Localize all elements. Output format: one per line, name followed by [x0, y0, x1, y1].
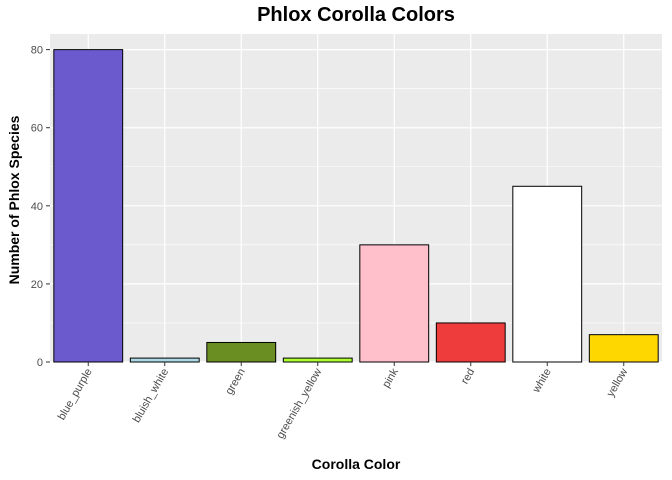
- y-tick-label: 80: [31, 45, 43, 57]
- x-tick-label: white: [530, 367, 554, 396]
- chart-title: Phlox Corolla Colors: [257, 4, 455, 26]
- y-tick-label: 40: [31, 201, 43, 213]
- y-tick-label: 60: [31, 123, 43, 135]
- x-tick-label: yellow: [605, 366, 631, 399]
- x-tick-label: bluish_white: [131, 367, 172, 425]
- bar-yellow: [588, 334, 659, 363]
- x-tick-label: greenish_yellow: [275, 366, 325, 440]
- bar-white: [512, 185, 583, 363]
- x-tick-label: red: [459, 367, 477, 387]
- x-tick-label: green: [223, 367, 247, 397]
- bar-red: [435, 322, 506, 363]
- x-axis-label: Corolla Color: [311, 456, 401, 472]
- bar-greenish-yellow: [282, 357, 353, 363]
- y-tick-label: 0: [37, 357, 43, 369]
- x-tick-label: pink: [380, 366, 401, 390]
- bar-pink: [359, 244, 430, 363]
- x-tick-label: blue_purple: [56, 367, 95, 423]
- y-tick-label: 20: [31, 279, 43, 291]
- bar-blue-purple: [53, 49, 124, 363]
- bar-green: [206, 341, 277, 363]
- bar-bluish-white: [129, 357, 200, 363]
